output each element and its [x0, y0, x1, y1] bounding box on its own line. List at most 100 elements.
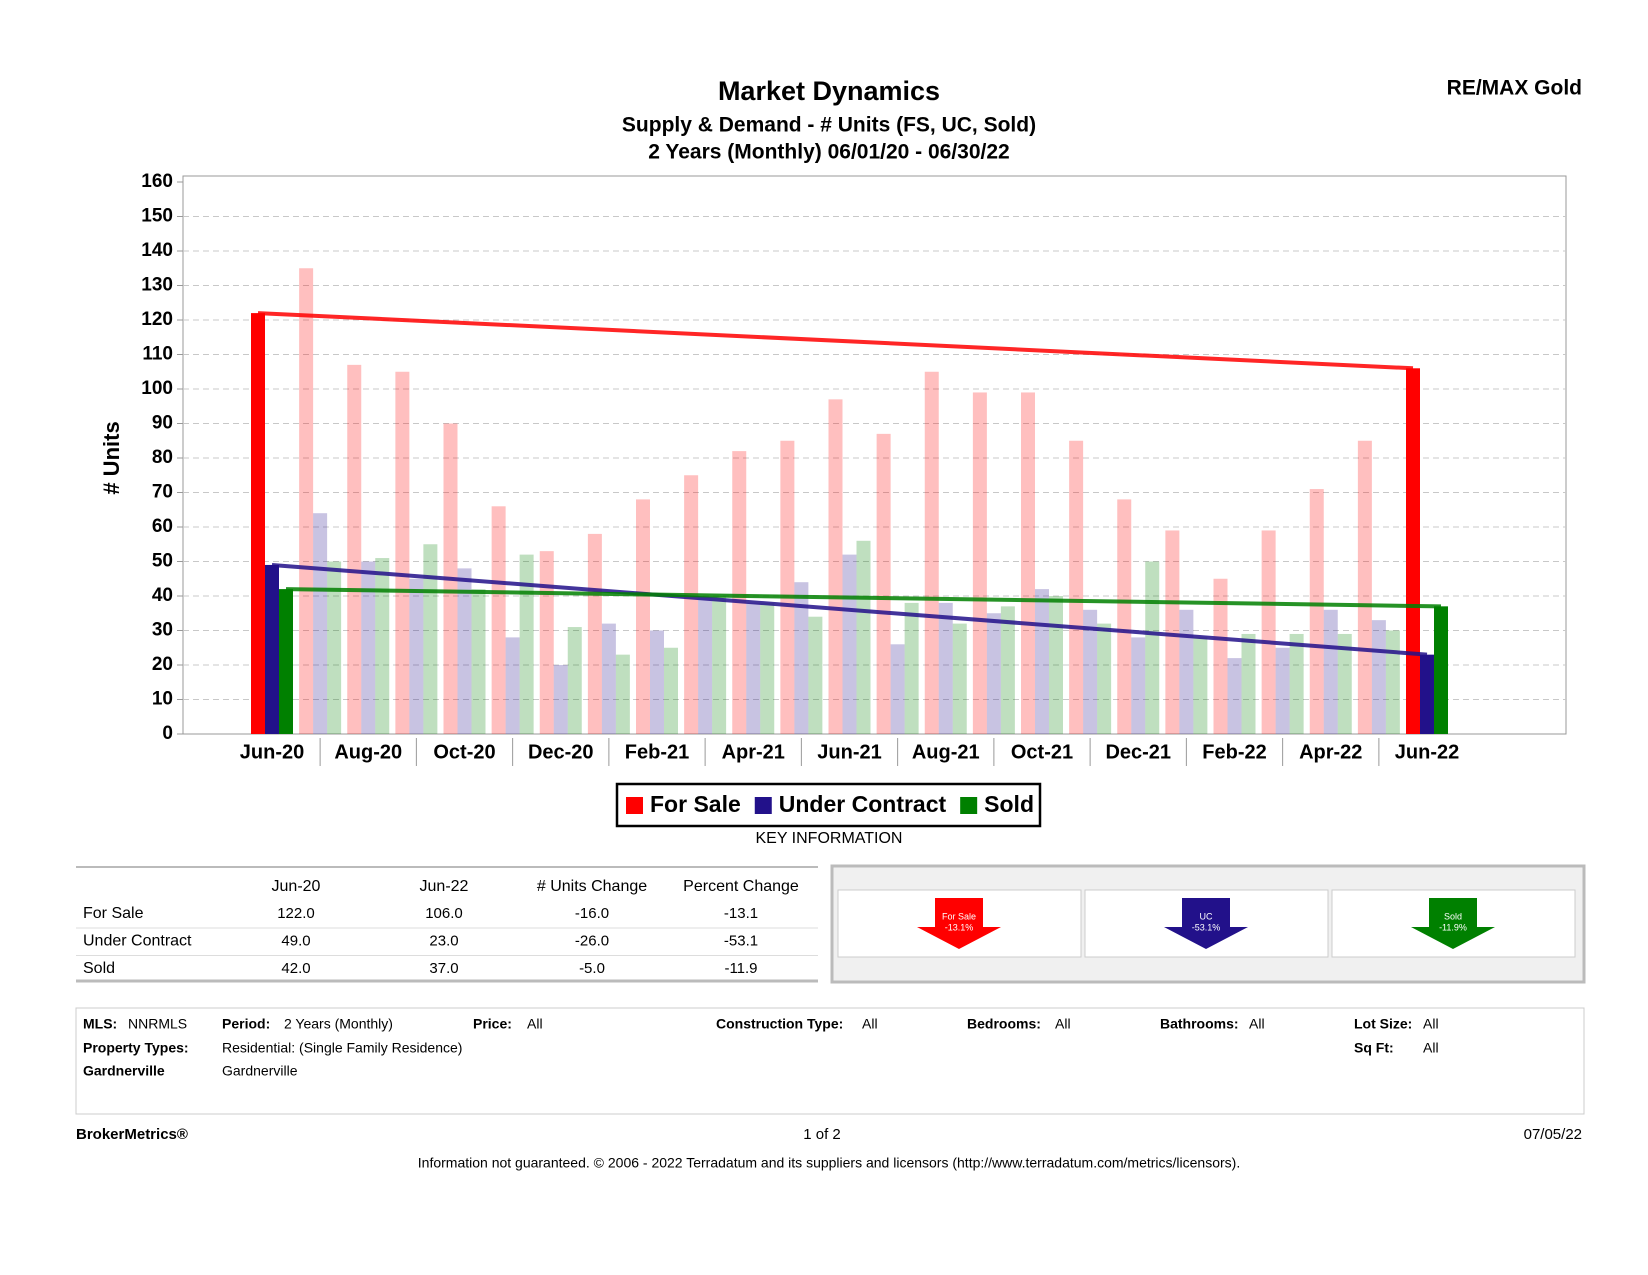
bar — [1289, 633, 1304, 734]
y-tick-label: 130 — [141, 275, 173, 296]
bar — [1083, 609, 1098, 734]
criteria-label: MLS: — [83, 1016, 117, 1032]
bar — [636, 499, 650, 734]
x-tick-label: Oct-21 — [1011, 741, 1073, 763]
bar — [1371, 620, 1386, 734]
y-tick-label: 160 — [141, 171, 173, 192]
table-cell: -13.1 — [724, 905, 758, 922]
table-header: Jun-20 — [272, 878, 321, 895]
bar — [1179, 609, 1194, 734]
criteria-label: Bathrooms: — [1160, 1016, 1239, 1032]
brand: RE/MAX Gold — [1447, 77, 1582, 100]
table-cell: -26.0 — [575, 932, 609, 949]
table-cell: 37.0 — [429, 960, 458, 977]
trend-line — [285, 587, 1442, 609]
bar — [279, 589, 293, 734]
bar — [567, 627, 582, 734]
bar — [650, 630, 664, 734]
criteria-label: Lot Size: — [1354, 1016, 1412, 1032]
bar — [952, 623, 967, 734]
bar — [1385, 630, 1400, 734]
x-tick-label: Aug-20 — [334, 741, 402, 763]
bar — [1097, 623, 1112, 734]
arrow-value: -11.9% — [1439, 922, 1467, 932]
bar — [1323, 609, 1338, 734]
disclaimer: Information not guaranteed. © 2006 - 202… — [418, 1155, 1240, 1171]
y-tick-label: 70 — [152, 482, 173, 503]
table-cell: -11.9 — [724, 960, 757, 977]
x-tick-label: Feb-21 — [625, 741, 689, 763]
criteria-label: Construction Type: — [716, 1016, 843, 1032]
bar — [615, 654, 630, 734]
x-tick-label: Feb-22 — [1202, 741, 1266, 763]
report-date: 07/05/22 — [1524, 1126, 1582, 1143]
trend-line — [257, 311, 1414, 371]
chart-subtitle: Supply & Demand - # Units (FS, UC, Sold) — [622, 114, 1036, 137]
bar — [457, 568, 472, 734]
criteria-value: All — [862, 1016, 878, 1032]
bar — [828, 399, 843, 734]
table-cell: 42.0 — [281, 960, 310, 977]
bar — [1275, 647, 1290, 734]
bar — [1069, 440, 1084, 734]
x-tick-label: Jun-21 — [817, 741, 881, 763]
y-tick-label: 110 — [142, 344, 173, 365]
bar — [760, 602, 775, 734]
legend-swatch — [960, 797, 978, 814]
chart-title: Market Dynamics — [718, 76, 940, 106]
criteria-label: Gardnerville — [83, 1063, 165, 1079]
bar — [471, 589, 486, 734]
bar — [904, 602, 919, 734]
bar — [842, 554, 857, 734]
criteria-value: All — [1423, 1040, 1439, 1056]
bar — [986, 613, 1001, 734]
y-tick-label: 0 — [162, 723, 173, 744]
bar — [1309, 489, 1324, 734]
page-number: 1 of 2 — [803, 1126, 841, 1143]
bar — [732, 451, 747, 734]
bar — [347, 364, 362, 734]
bar — [938, 602, 953, 734]
bar — [313, 513, 328, 734]
x-tick-label: Dec-21 — [1105, 741, 1171, 763]
bar — [327, 561, 342, 734]
table-cell: 122.0 — [277, 905, 315, 922]
arrow-value: -13.1% — [945, 922, 974, 932]
bar — [299, 268, 314, 734]
criteria-label: Period: — [222, 1016, 270, 1032]
criteria-value: All — [1249, 1016, 1265, 1032]
bar — [1021, 392, 1035, 734]
bar — [890, 644, 905, 734]
y-tick-label: 10 — [152, 689, 173, 710]
bar — [519, 554, 534, 734]
bar — [1420, 654, 1434, 734]
bar — [794, 582, 809, 734]
criteria-value: All — [527, 1016, 543, 1032]
legend-label: For Sale — [650, 791, 741, 817]
bar — [505, 637, 520, 734]
bar — [587, 533, 602, 734]
bar — [808, 616, 823, 734]
bar — [1049, 596, 1063, 734]
bar — [265, 564, 279, 734]
bar — [395, 371, 410, 734]
arrow-label: For Sale — [942, 911, 976, 921]
criteria-value: 2 Years (Monthly) — [284, 1016, 393, 1032]
bar — [375, 558, 390, 734]
arrow-label: UC — [1200, 911, 1213, 921]
table-cell: -16.0 — [575, 905, 609, 922]
y-tick-label: 120 — [141, 309, 173, 330]
bar — [539, 551, 554, 734]
bar — [780, 440, 795, 734]
plot-frame — [182, 175, 1567, 735]
bar — [553, 665, 568, 734]
y-tick-label: 80 — [152, 447, 173, 468]
criteria-label: Sq Ft: — [1354, 1040, 1394, 1056]
criteria-value: All — [1423, 1016, 1439, 1032]
bar — [746, 602, 761, 734]
x-tick-label: Aug-21 — [912, 741, 980, 763]
bar — [1261, 530, 1276, 734]
arrow — [1164, 898, 1248, 949]
trend-line — [271, 562, 1428, 657]
y-tick-label: 90 — [152, 413, 173, 434]
